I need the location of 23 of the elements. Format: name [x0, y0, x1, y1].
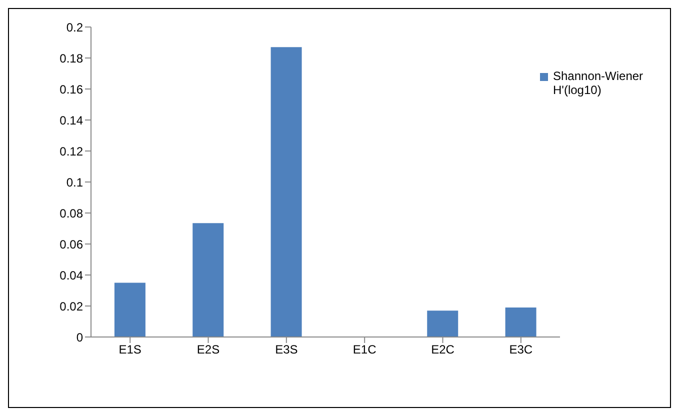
bar [192, 223, 224, 337]
x-tick-label: E2S [196, 342, 220, 357]
y-tick-label: 0.18 [60, 51, 84, 66]
y-tick-label: 0.04 [60, 268, 84, 282]
bar [114, 282, 146, 337]
bar [270, 47, 302, 337]
x-tick-label: E3S [275, 342, 298, 357]
legend-label: Shannon-Wiener H'(log10) [553, 69, 644, 97]
y-tick-label: 0.12 [60, 144, 84, 158]
bar [505, 308, 536, 337]
x-tick-label: E1C [352, 342, 377, 357]
y-tick-label: 0.16 [60, 82, 84, 96]
y-tick-label: 0.08 [60, 206, 84, 220]
y-tick-label: 0.02 [60, 299, 84, 314]
x-tick-label: E3C [509, 342, 533, 357]
x-tick-label: E1S [118, 342, 142, 357]
bar [427, 310, 458, 337]
x-tick-label: E2C [431, 342, 455, 357]
y-tick-label: 0.1 [66, 175, 84, 190]
y-tick-label: 0.14 [60, 113, 84, 128]
y-tick-label: 0.06 [60, 237, 84, 252]
y-tick-label: 0 [76, 330, 84, 344]
y-tick-label: 0.2 [66, 20, 84, 34]
